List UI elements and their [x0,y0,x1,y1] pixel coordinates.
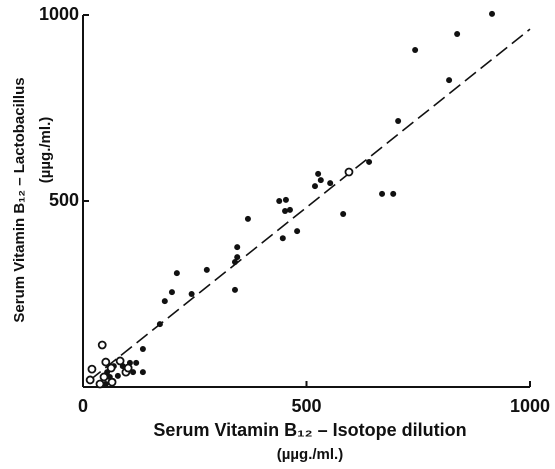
data-point [311,183,318,190]
data-point [327,180,334,187]
data-point [156,321,163,328]
data-point [282,208,289,215]
data-point [97,340,107,350]
data-point [282,196,289,203]
y-tick-label: 500 [49,190,79,210]
data-point [244,215,251,222]
data-point [379,190,386,197]
x-tick-label: 500 [291,396,321,416]
data-point [102,381,109,388]
data-point [366,158,373,165]
data-point [446,77,453,84]
trend-line [89,28,531,381]
data-point [286,206,293,213]
data-point [315,170,322,177]
data-point [188,291,195,297]
y-tick-label: 1000 [39,4,79,24]
data-point [115,356,125,366]
data-point [234,244,241,251]
x-axis-title-2: (µµg./ml.) [277,446,343,463]
data-point [279,235,286,242]
data-point [85,375,95,385]
data-point [139,369,146,376]
data-point [234,254,241,261]
data-point [107,377,117,387]
data-point [95,379,105,389]
data-point [99,372,109,382]
data-point [276,198,283,204]
x-tick-label: 0 [78,396,88,416]
data-point [173,270,180,277]
data-point [340,211,347,218]
data-point [139,346,146,353]
data-point [412,46,419,53]
y-axis-title-1: Serum Vitamin B₁₂ – Lactobacillus [11,77,28,322]
data-point [317,177,324,184]
data-point [231,259,238,266]
data-point [390,190,397,197]
data-point [344,167,354,177]
data-point [133,359,140,366]
data-point [231,286,238,293]
x-axis-title-1: Serum Vitamin B₁₂ – Isotope dilution [153,420,466,440]
data-point [489,10,496,17]
data-point [123,363,133,373]
data-point [106,363,116,373]
data-point [203,266,210,273]
data-point [87,364,97,374]
y-axis-title-2: (µµg./ml.) [37,117,54,183]
data-point [161,298,168,305]
x-tick-label: 1000 [510,396,550,416]
data-point [114,372,121,379]
data-point [168,289,175,296]
data-point [454,30,461,37]
data-point [294,228,301,235]
data-point [395,118,402,125]
data-point [101,357,111,367]
